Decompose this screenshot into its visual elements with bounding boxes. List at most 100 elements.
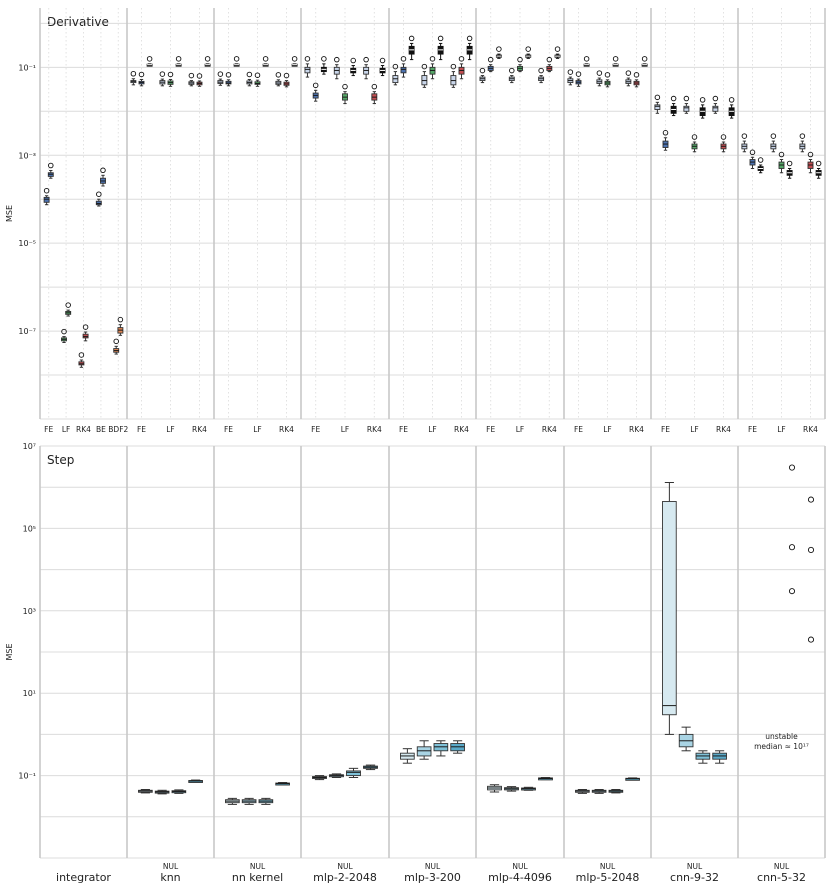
outlier (596, 70, 603, 76)
panel-label: Step (47, 453, 74, 467)
outlier (799, 133, 806, 139)
outlier (254, 72, 261, 78)
outlier (342, 83, 348, 90)
outlier (757, 157, 764, 163)
outlier (421, 63, 428, 70)
outlier (379, 57, 386, 64)
x-tick-label: LF (253, 425, 262, 434)
outlier (350, 57, 356, 64)
annotation-line: unstable (765, 732, 798, 741)
x-tick-label: LF (62, 425, 71, 434)
box-integrator-fe (43, 196, 50, 203)
x-tick-label: NUL (774, 862, 790, 871)
annotation-line: median ≈ 10¹⁷ (754, 742, 809, 751)
outlier (291, 56, 298, 62)
x-tick-label: NUL (250, 862, 266, 871)
outlier (546, 56, 553, 63)
box-mlp-2-2048-fe (304, 66, 311, 74)
outlier (670, 95, 677, 102)
x-tick-label: BE (96, 425, 106, 434)
group-label: mlp-2-2048 (313, 871, 377, 884)
outlier (741, 133, 748, 139)
y-axis-label: MSE (5, 643, 14, 660)
y-tick-label: 10⁻¹ (18, 772, 36, 781)
outlier (815, 160, 822, 167)
box-mlp-3-200-fe (400, 66, 407, 74)
outlier (48, 162, 54, 169)
outlier (204, 56, 211, 62)
outlier (312, 82, 319, 89)
x-tick-label: FE (44, 425, 53, 434)
outlier (807, 496, 815, 503)
group-label: cnn-5-32 (757, 871, 806, 884)
outlier (275, 72, 282, 78)
outlier (496, 46, 502, 52)
outlier (117, 316, 124, 323)
outlier (728, 97, 735, 103)
x-tick-label: NUL (600, 862, 616, 871)
outlier (437, 35, 444, 42)
group-label: knn (160, 871, 180, 884)
outlier (188, 72, 195, 79)
outlier (509, 67, 515, 74)
outlier (371, 83, 378, 90)
box-integrator-rk4 (82, 333, 89, 339)
outlier (807, 636, 815, 643)
outlier (400, 56, 407, 62)
outlier (78, 352, 85, 358)
box-mlp-3-200-2 (416, 746, 432, 757)
outlier (246, 71, 253, 78)
y-tick-label: 10⁻³ (18, 151, 36, 160)
x-tick-label: RK4 (803, 425, 818, 434)
outlier (770, 133, 777, 139)
outlier (130, 71, 137, 77)
x-tick-label: NUL (163, 862, 179, 871)
outlier (146, 56, 153, 62)
outlier (138, 71, 145, 78)
outlier (479, 67, 486, 74)
outlier (175, 56, 182, 62)
group-label: mlp-5-2048 (576, 871, 640, 884)
outlier (604, 72, 611, 78)
x-tick-label: FE (748, 425, 757, 434)
y-tick-label: 10¹ (23, 689, 36, 698)
outlier (450, 63, 457, 70)
x-tick-label: LF (603, 425, 612, 434)
outlier (720, 134, 727, 140)
outlier (82, 324, 89, 330)
x-tick-label: LF (341, 425, 350, 434)
outlier (100, 167, 106, 174)
outlier (61, 328, 67, 335)
x-tick-label: LF (516, 425, 525, 434)
group-label: mlp-3-200 (404, 871, 461, 884)
group-label: cnn-9-32 (670, 871, 719, 884)
outlier (788, 588, 796, 595)
outlier (583, 56, 590, 62)
outlier (159, 71, 166, 77)
x-tick-label: FE (574, 425, 583, 434)
box-cnn-9-32-fe (654, 104, 661, 110)
x-tick-label: FE (661, 425, 670, 434)
outlier (575, 71, 582, 77)
x-tick-label: LF (690, 425, 699, 434)
outlier (612, 56, 619, 62)
outlier (807, 546, 815, 553)
outlier (554, 46, 561, 52)
outlier (517, 56, 523, 63)
x-tick-label: RK4 (192, 425, 207, 434)
x-tick-label: NUL (687, 862, 703, 871)
box-mlp-2-2048-3 (346, 770, 361, 777)
outlier (304, 56, 311, 62)
x-tick-label: NUL (337, 862, 353, 871)
outlier (691, 134, 698, 140)
outlier (458, 56, 465, 62)
outlier (113, 338, 119, 345)
outlier (712, 95, 719, 102)
x-tick-label: RK4 (279, 425, 294, 434)
group-label: nn kernel (232, 871, 283, 884)
outlier (225, 72, 232, 78)
outlier (321, 56, 327, 62)
x-tick-label: LF (166, 425, 175, 434)
y-tick-label: 10⁻⁵ (18, 239, 36, 248)
